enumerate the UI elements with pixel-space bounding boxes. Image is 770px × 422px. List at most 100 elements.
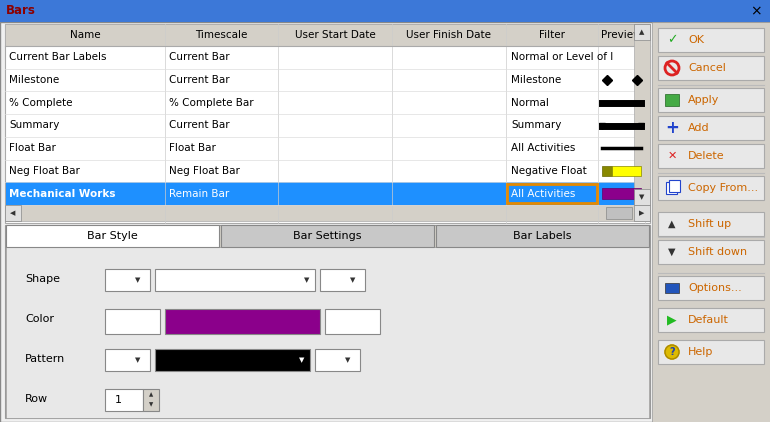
Text: Shift up: Shift up <box>688 219 732 229</box>
Text: Copy From...: Copy From... <box>688 183 758 193</box>
Text: Current Bar: Current Bar <box>169 75 229 85</box>
Text: Cancel: Cancel <box>688 63 726 73</box>
FancyBboxPatch shape <box>155 349 310 371</box>
FancyBboxPatch shape <box>5 24 650 223</box>
FancyBboxPatch shape <box>665 94 679 106</box>
Circle shape <box>665 345 679 359</box>
Text: User Start Date: User Start Date <box>295 30 376 40</box>
FancyBboxPatch shape <box>658 116 764 140</box>
Text: Shape: Shape <box>25 274 60 284</box>
Text: Summary: Summary <box>9 121 59 130</box>
Text: Milestone: Milestone <box>511 75 561 85</box>
Text: Help: Help <box>688 347 713 357</box>
Text: Timescale: Timescale <box>196 30 248 40</box>
Text: ◀: ◀ <box>10 210 15 216</box>
Text: Neg Float Bar: Neg Float Bar <box>169 166 240 176</box>
Text: Bars: Bars <box>6 5 36 17</box>
FancyBboxPatch shape <box>658 28 764 52</box>
FancyBboxPatch shape <box>602 166 611 176</box>
Text: ▲: ▲ <box>149 392 153 398</box>
Text: Float Bar: Float Bar <box>169 143 216 153</box>
Text: ▼: ▼ <box>136 357 141 363</box>
Text: ▲: ▲ <box>639 29 644 35</box>
Text: ?: ? <box>669 347 675 357</box>
FancyBboxPatch shape <box>658 144 764 168</box>
FancyBboxPatch shape <box>221 225 434 247</box>
Text: Remain Bar: Remain Bar <box>169 189 229 199</box>
FancyBboxPatch shape <box>634 189 650 205</box>
FancyBboxPatch shape <box>5 205 650 221</box>
Text: ▼: ▼ <box>350 277 356 283</box>
Text: ▼: ▼ <box>149 403 153 408</box>
Text: ▼: ▼ <box>136 277 141 283</box>
Text: Color: Color <box>25 314 54 324</box>
FancyBboxPatch shape <box>652 22 770 422</box>
FancyBboxPatch shape <box>105 389 143 411</box>
Text: Filter: Filter <box>539 30 565 40</box>
FancyBboxPatch shape <box>658 240 764 264</box>
Text: Neg Float Bar: Neg Float Bar <box>9 166 80 176</box>
FancyBboxPatch shape <box>611 166 641 176</box>
Text: ×: × <box>750 4 762 18</box>
Text: OK: OK <box>688 35 704 45</box>
FancyBboxPatch shape <box>6 225 219 247</box>
Text: All Activities: All Activities <box>511 189 575 199</box>
Text: Summary: Summary <box>511 121 561 130</box>
Text: Apply: Apply <box>688 95 719 105</box>
Text: Name: Name <box>70 30 100 40</box>
Text: Negative Float: Negative Float <box>511 166 587 176</box>
FancyBboxPatch shape <box>658 276 764 300</box>
FancyBboxPatch shape <box>155 269 315 291</box>
Text: +: + <box>665 119 679 137</box>
Text: Preview: Preview <box>601 30 642 40</box>
FancyBboxPatch shape <box>658 176 764 200</box>
Text: ▶: ▶ <box>639 210 644 216</box>
FancyBboxPatch shape <box>6 182 649 205</box>
Text: ▶: ▶ <box>667 314 677 327</box>
FancyBboxPatch shape <box>325 309 380 334</box>
Text: Float Bar: Float Bar <box>9 143 56 153</box>
Text: ▼: ▼ <box>304 277 310 283</box>
Text: Options...: Options... <box>688 283 742 293</box>
Text: Add: Add <box>688 123 710 133</box>
FancyBboxPatch shape <box>5 24 650 46</box>
Text: ▼: ▼ <box>345 357 350 363</box>
Text: Current Bar: Current Bar <box>169 121 229 130</box>
Text: ✓: ✓ <box>667 33 678 46</box>
FancyBboxPatch shape <box>0 0 770 22</box>
Text: Milestone: Milestone <box>9 75 59 85</box>
Text: Bar Labels: Bar Labels <box>514 231 572 241</box>
Text: ▼: ▼ <box>668 247 676 257</box>
Text: All Activities: All Activities <box>511 143 575 153</box>
FancyBboxPatch shape <box>6 247 649 418</box>
FancyBboxPatch shape <box>658 56 764 80</box>
FancyBboxPatch shape <box>666 182 677 194</box>
Text: Normal: Normal <box>511 98 549 108</box>
Text: Mechanical Works: Mechanical Works <box>9 189 115 199</box>
Text: Bar Settings: Bar Settings <box>293 231 362 241</box>
Text: Bar Style: Bar Style <box>87 231 138 241</box>
Text: Normal or Level of I: Normal or Level of I <box>511 52 613 62</box>
FancyBboxPatch shape <box>602 188 641 199</box>
Text: ▲: ▲ <box>668 219 676 229</box>
FancyBboxPatch shape <box>436 225 649 247</box>
FancyBboxPatch shape <box>634 205 650 221</box>
Text: Delete: Delete <box>688 151 725 161</box>
FancyBboxPatch shape <box>5 225 650 418</box>
FancyBboxPatch shape <box>320 269 365 291</box>
FancyBboxPatch shape <box>669 180 680 192</box>
Text: ✕: ✕ <box>668 151 677 161</box>
FancyBboxPatch shape <box>0 22 770 422</box>
FancyBboxPatch shape <box>105 309 160 334</box>
Text: Row: Row <box>25 394 48 404</box>
FancyBboxPatch shape <box>105 349 150 371</box>
Text: 1: 1 <box>115 395 122 405</box>
Text: ▼: ▼ <box>639 194 644 200</box>
Text: % Complete: % Complete <box>9 98 72 108</box>
FancyBboxPatch shape <box>634 24 650 205</box>
FancyBboxPatch shape <box>658 212 764 236</box>
Text: Pattern: Pattern <box>25 354 65 364</box>
Text: Current Bar Labels: Current Bar Labels <box>9 52 106 62</box>
FancyBboxPatch shape <box>143 389 159 411</box>
FancyBboxPatch shape <box>606 207 632 219</box>
